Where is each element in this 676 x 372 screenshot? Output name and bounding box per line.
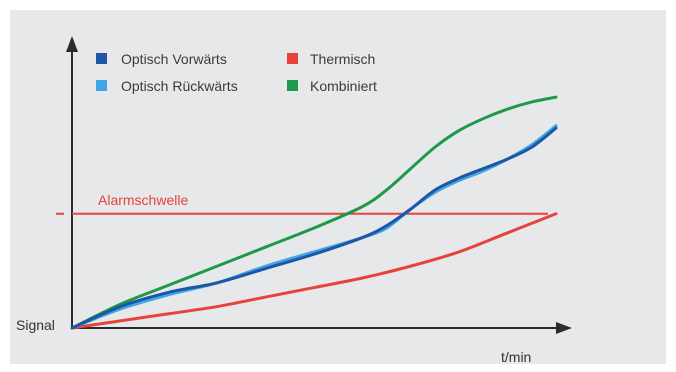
x-axis-arrow-icon (556, 322, 572, 334)
legend-item-kombiniert: Kombiniert (287, 78, 377, 94)
series-line-optisch-vorw-rts (70, 126, 558, 330)
legend-item-optisch-vorwaerts: Optisch Vorwärts (96, 51, 227, 67)
legend-label: Optisch Rückwärts (121, 78, 238, 94)
legend-item-optisch-rueckwaerts: Optisch Rückwärts (96, 78, 238, 94)
axes: Signal t/min (16, 36, 572, 365)
x-axis-label: t/min (501, 349, 531, 365)
y-axis-label: Signal (16, 317, 55, 333)
series-line-kombiniert (70, 95, 558, 330)
legend-swatch (96, 80, 107, 91)
series-layer (70, 95, 558, 330)
legend-swatch (96, 53, 107, 64)
legend-item-thermisch: Thermisch (287, 51, 375, 67)
legend: Optisch Vorwärts Optisch Rückwärts Therm… (96, 51, 377, 94)
legend-label: Kombiniert (310, 78, 377, 94)
legend-label: Thermisch (310, 51, 375, 67)
threshold-label: Alarmschwelle (98, 192, 188, 208)
y-axis-arrow-icon (66, 36, 78, 52)
threshold: Alarmschwelle (56, 192, 548, 215)
series-line-thermisch (70, 212, 558, 330)
legend-swatch (287, 53, 298, 64)
legend-swatch (287, 80, 298, 91)
legend-label: Optisch Vorwärts (121, 51, 227, 67)
